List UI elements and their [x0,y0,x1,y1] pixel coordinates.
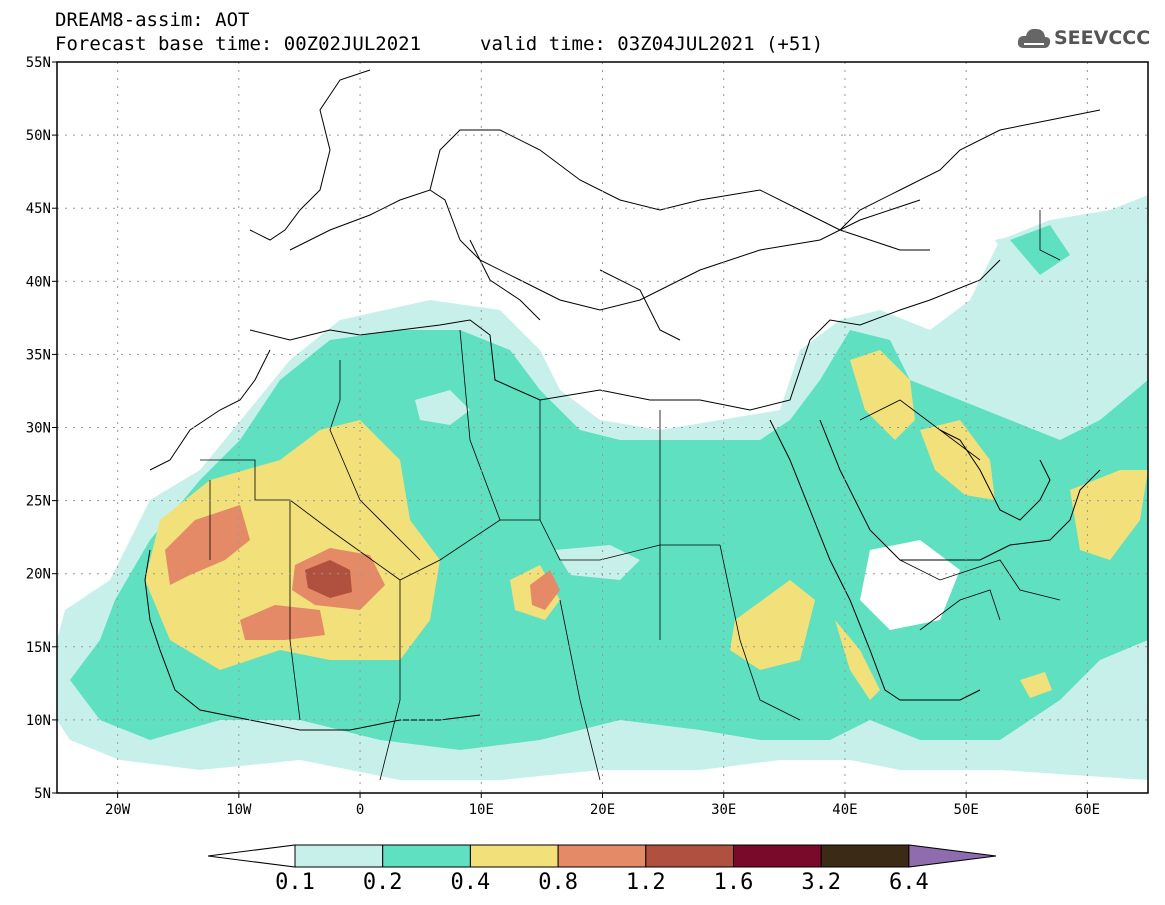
colorbar-low-arrow [207,844,296,868]
colorbar-level-label: 0.4 [450,870,491,895]
lat-label: 35N [26,347,51,363]
colorbar-high-arrow [908,844,997,868]
aot-level-1-2 [305,560,352,598]
lon-label: 10E [469,802,494,818]
colorbar-swatch [469,844,559,868]
lat-label: 40N [26,274,51,290]
coastlines [144,69,1101,731]
lon-label: 40E [832,802,857,818]
lat-label: 25N [26,494,51,510]
lon-label: 0 [356,802,364,818]
title-line-2: Forecast base time: 00Z02JUL2021 [55,33,422,55]
colorbar-level-label: 0.8 [538,870,578,895]
lat-label: 15N [26,640,51,656]
colorbar-level-label: 0.2 [362,870,403,895]
lat-label: 55N [26,55,51,71]
colorbar-level-label: 6.4 [889,870,929,895]
aot-level-0-4 [145,350,1148,700]
graticule [57,62,1148,793]
colorbar-level-label: 1.6 [713,870,754,895]
colorbar-level-label: 3.2 [801,870,842,895]
lat-label: 5N [34,786,51,802]
colorbar [207,844,997,868]
lon-label: 50E [954,802,979,818]
lat-label: 50N [26,128,51,144]
lon-labels: 20W 10W 0 10E 20E 30E 40E 50E 60E [105,802,1100,818]
lon-label: 30E [711,802,736,818]
lat-label: 30N [26,421,51,437]
country-borders [200,210,1061,781]
colorbar-level-label: 1.2 [625,870,666,895]
lat-label: 10N [26,713,51,729]
logo-text: SEEVCCC [1054,27,1151,49]
colorbar-swatch [294,844,384,868]
colorbar-swatch [820,844,910,868]
axis-ticks [52,61,1088,798]
lat-labels: 55N 50N 45N 40N 35N 30N 25N 20N 15N 10N 5N [26,55,51,802]
colorbar-swatch [733,844,822,868]
lat-label: 20N [26,567,51,583]
lon-label: 20E [590,802,615,818]
lon-label: 20W [105,802,131,818]
colorbar-swatch [557,844,647,868]
seevccc-logo: SEEVCCC [1016,24,1156,54]
colorbar-swatch [382,844,471,868]
colorbar-swatch [645,844,734,868]
lon-label: 60E [1075,802,1100,818]
cloud-logo-icon [1017,28,1051,48]
lon-label: 10W [226,802,252,818]
valid-time: valid time: 03Z04JUL2021 (+51) [480,33,824,55]
colorbar-level-label: 0.1 [275,870,315,895]
title-line-1: DREAM8-assim: AOT [55,9,250,31]
lat-label: 45N [26,201,51,217]
